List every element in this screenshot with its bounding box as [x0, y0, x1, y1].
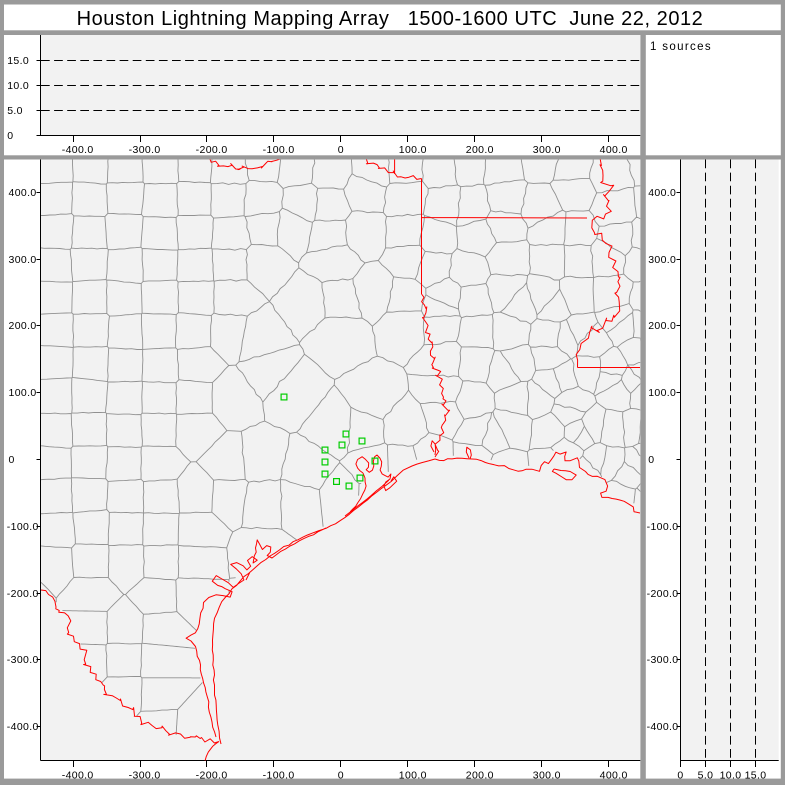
svg-text:100.0: 100.0: [648, 387, 676, 399]
svg-text:15.0: 15.0: [745, 770, 767, 782]
svg-text:400.0: 400.0: [600, 144, 628, 156]
svg-text:400.0: 400.0: [648, 187, 676, 199]
svg-text:15.0: 15.0: [7, 55, 29, 67]
svg-text:100.0: 100.0: [9, 387, 37, 399]
svg-text:100.0: 100.0: [399, 144, 427, 156]
svg-text:300.0: 300.0: [648, 254, 676, 266]
svg-text:-100.0: -100.0: [647, 521, 679, 533]
svg-text:200.0: 200.0: [648, 320, 676, 332]
svg-text:5.0: 5.0: [7, 105, 23, 117]
svg-text:300.0: 300.0: [533, 144, 561, 156]
svg-text:-300.0: -300.0: [129, 144, 161, 156]
svg-text:-400.0: -400.0: [62, 770, 94, 782]
svg-text:-200.0: -200.0: [7, 588, 39, 600]
svg-text:-100.0: -100.0: [7, 521, 39, 533]
svg-text:5.0: 5.0: [698, 770, 714, 782]
svg-text:0: 0: [7, 130, 13, 142]
svg-text:-400.0: -400.0: [647, 721, 679, 733]
svg-text:-300.0: -300.0: [129, 770, 161, 782]
svg-text:Houston Lightning Mapping Arra: Houston Lightning Mapping Array 1500-160…: [77, 8, 704, 30]
svg-text:200.0: 200.0: [9, 320, 37, 332]
svg-text:-400.0: -400.0: [7, 721, 39, 733]
svg-text:-300.0: -300.0: [7, 654, 39, 666]
svg-text:-400.0: -400.0: [62, 144, 94, 156]
svg-text:400.0: 400.0: [600, 770, 628, 782]
svg-text:-100.0: -100.0: [263, 770, 295, 782]
svg-text:1 sources: 1 sources: [650, 41, 712, 53]
svg-text:200.0: 200.0: [466, 144, 494, 156]
svg-text:-300.0: -300.0: [647, 654, 679, 666]
svg-text:400.0: 400.0: [9, 187, 37, 199]
svg-text:0: 0: [648, 454, 654, 466]
svg-text:300.0: 300.0: [9, 254, 37, 266]
svg-text:0: 0: [338, 770, 344, 782]
svg-text:0: 0: [677, 770, 683, 782]
svg-text:0: 0: [9, 454, 15, 466]
svg-text:-200.0: -200.0: [196, 144, 228, 156]
svg-text:10.0: 10.0: [720, 770, 742, 782]
svg-text:0: 0: [338, 144, 344, 156]
svg-text:200.0: 200.0: [466, 770, 494, 782]
svg-text:100.0: 100.0: [399, 770, 427, 782]
svg-text:-100.0: -100.0: [263, 144, 295, 156]
svg-text:300.0: 300.0: [533, 770, 561, 782]
svg-text:10.0: 10.0: [7, 80, 29, 92]
svg-text:-200.0: -200.0: [647, 588, 679, 600]
svg-text:-200.0: -200.0: [196, 770, 228, 782]
